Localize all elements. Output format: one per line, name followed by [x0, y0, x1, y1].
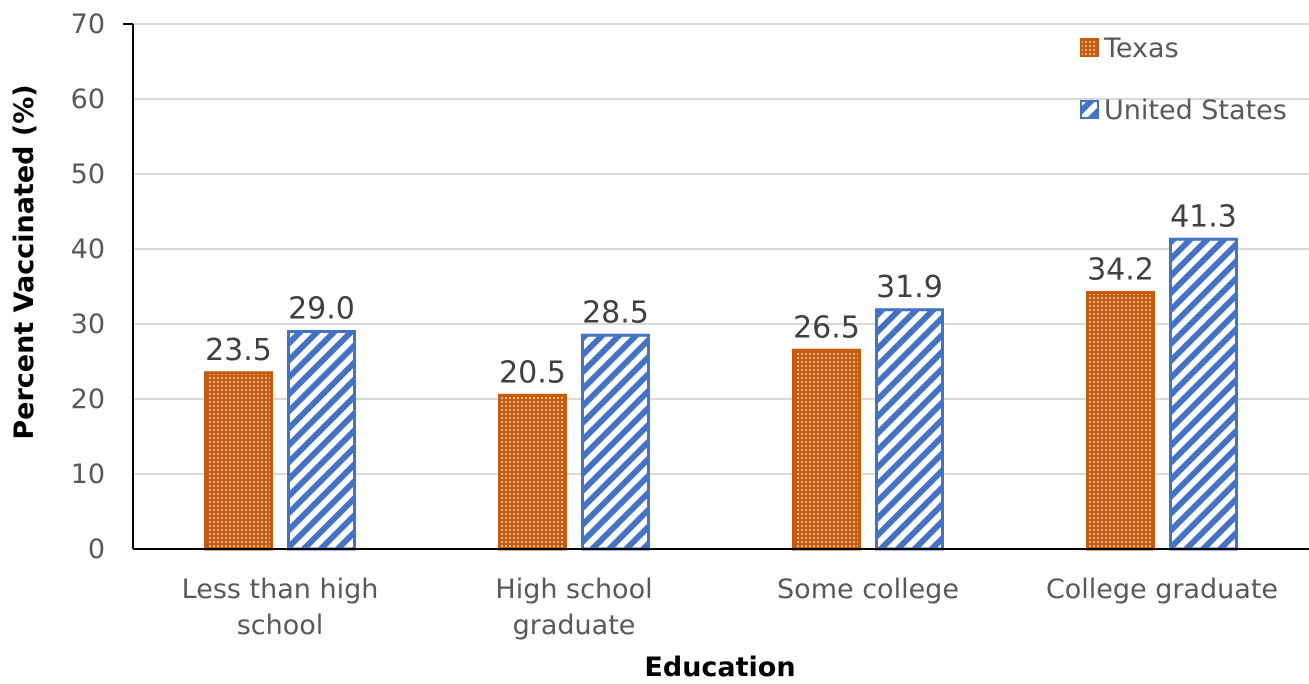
bars [204, 237, 1238, 551]
data-label: 28.5 [582, 295, 649, 330]
bar-united-states [581, 333, 650, 551]
bar-united-states [287, 330, 356, 551]
y-tick-label: 50 [71, 159, 105, 190]
x-axis-title: Education [644, 652, 795, 683]
y-tick-label: 60 [71, 84, 105, 115]
bar-texas [792, 348, 861, 551]
labels: 0 10 20 30 40 50 60 70 23.5 20.5 26.5 34.2 29.0 28.5 3… [71, 9, 1278, 641]
bar-texas [204, 371, 273, 551]
bar-united-states [1169, 237, 1238, 551]
data-label: 29.0 [288, 292, 355, 327]
y-tick-label: 20 [71, 384, 105, 415]
data-label: 26.5 [793, 310, 860, 345]
legend-label: Texas [1103, 33, 1179, 64]
y-tick-label: 40 [71, 234, 105, 265]
x-tick-label: High school graduate [495, 574, 652, 641]
y-tick-label: 0 [88, 534, 105, 565]
legend-swatch-united-states [1080, 100, 1099, 119]
legend-swatch-texas [1080, 38, 1099, 57]
x-tick-label: Less than high school [182, 574, 379, 641]
legend-label: United States [1104, 95, 1287, 126]
x-tick-label: College graduate [1046, 574, 1278, 605]
bar-united-states [875, 308, 944, 551]
data-label: 41.3 [1170, 199, 1237, 234]
y-axis-title: Percent Vaccinated (%) [9, 84, 40, 439]
x-tick-label: Some college [777, 574, 959, 605]
data-label: 23.5 [205, 333, 272, 368]
y-tick-label: 30 [71, 309, 105, 340]
bar-texas [1086, 291, 1155, 551]
y-tick-label: 10 [71, 459, 105, 490]
bar-texas [498, 393, 567, 551]
data-label: 34.2 [1087, 253, 1154, 288]
data-label: 31.9 [876, 270, 943, 305]
legend: Texas United States [1080, 33, 1287, 126]
data-label: 20.5 [499, 355, 566, 390]
y-tick-label: 70 [71, 9, 105, 40]
axes [123, 23, 1309, 550]
